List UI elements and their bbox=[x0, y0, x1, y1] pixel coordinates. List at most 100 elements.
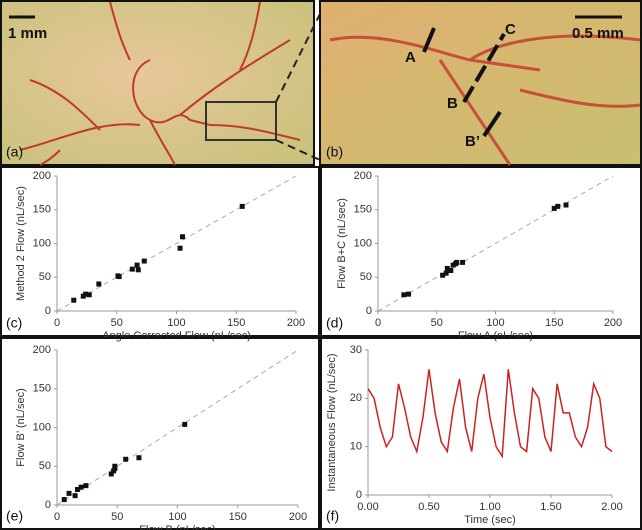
point bbox=[135, 267, 141, 273]
point bbox=[136, 455, 142, 461]
x-axis-label: Time (sec) bbox=[464, 514, 516, 526]
y-axis-label: Flow B’ (nL/sec) bbox=[15, 388, 27, 466]
point bbox=[448, 268, 454, 273]
point bbox=[61, 497, 67, 503]
x-tick-label: 0.00 bbox=[357, 501, 378, 513]
y-axis-label: Method 2 Flow (nL/sec) bbox=[15, 186, 27, 301]
point-label: B bbox=[447, 95, 458, 112]
x-tick-label: 0 bbox=[375, 317, 381, 329]
y-tick-label: 100 bbox=[33, 237, 51, 249]
point bbox=[123, 456, 129, 462]
point bbox=[563, 202, 569, 208]
x-tick-label: 0 bbox=[54, 511, 60, 523]
scale-label: 0.5 mm bbox=[572, 25, 624, 42]
y-tick-label: 0 bbox=[45, 499, 51, 511]
y-tick-label: 100 bbox=[33, 421, 51, 433]
panel-label: (d) bbox=[326, 315, 343, 331]
photo-a: 1 mm (a) bbox=[0, 0, 315, 166]
y-tick-label: 100 bbox=[354, 237, 372, 249]
y-tick-label: 0 bbox=[356, 489, 362, 501]
point bbox=[83, 483, 89, 489]
point bbox=[134, 262, 140, 268]
y-tick-label: 10 bbox=[350, 441, 362, 453]
point bbox=[83, 291, 89, 297]
panel-label: (b) bbox=[326, 144, 343, 160]
point bbox=[444, 265, 450, 271]
panel-label: (f) bbox=[326, 508, 339, 524]
x-tick-label: 0 bbox=[54, 317, 60, 329]
x-tick-label: 100 bbox=[168, 511, 186, 523]
panel-frame bbox=[320, 337, 642, 530]
point bbox=[454, 259, 460, 265]
panel-frame bbox=[0, 166, 320, 337]
point-label: C bbox=[505, 21, 516, 38]
point bbox=[78, 484, 84, 490]
panel-label: (c) bbox=[6, 315, 22, 331]
y-tick-label: 200 bbox=[33, 170, 51, 182]
point bbox=[177, 245, 183, 251]
point bbox=[179, 234, 185, 240]
x-axis-label: Flow B (nL/sec) bbox=[139, 524, 215, 530]
panel-frame bbox=[320, 166, 642, 337]
point-label: A bbox=[405, 49, 416, 66]
reference-line bbox=[377, 175, 614, 312]
point bbox=[108, 471, 114, 477]
x-tick-label: 150 bbox=[227, 317, 245, 329]
point bbox=[406, 291, 412, 297]
point bbox=[66, 490, 72, 496]
panel-label: (e) bbox=[6, 508, 23, 524]
x-tick-label: 50 bbox=[111, 317, 123, 329]
x-tick-label: 1.00 bbox=[479, 501, 500, 513]
y-tick-label: 50 bbox=[360, 271, 372, 283]
y-tick-label: 50 bbox=[39, 271, 51, 283]
point bbox=[182, 421, 188, 427]
y-axis-label: Instantaneous Flow (nL/sec) bbox=[326, 353, 338, 491]
point bbox=[86, 292, 92, 298]
y-tick-label: 200 bbox=[33, 344, 51, 356]
point bbox=[74, 487, 80, 492]
reference-line bbox=[56, 175, 297, 312]
point bbox=[112, 466, 118, 472]
point-label: B’ bbox=[465, 133, 480, 150]
point bbox=[72, 493, 78, 499]
y-tick-label: 30 bbox=[350, 344, 362, 356]
x-tick-label: 150 bbox=[229, 511, 247, 523]
point bbox=[443, 270, 449, 276]
x-tick-label: 200 bbox=[289, 511, 307, 523]
x-tick-label: 2.00 bbox=[601, 501, 622, 513]
y-tick-label: 0 bbox=[45, 305, 51, 317]
y-tick-label: 0 bbox=[366, 305, 372, 317]
line bbox=[367, 369, 613, 459]
y-tick-label: 150 bbox=[354, 204, 372, 216]
y-axis-label: Flow B+C (nL/sec) bbox=[336, 198, 348, 289]
photo-b: 0.5 mm A B C B’ (b) bbox=[319, 0, 642, 166]
point bbox=[96, 281, 102, 287]
scale-label: 1 mm bbox=[8, 25, 47, 42]
point bbox=[129, 266, 135, 272]
x-tick-label: 200 bbox=[604, 317, 622, 329]
reference-line bbox=[56, 349, 299, 506]
point bbox=[116, 274, 122, 280]
point bbox=[71, 297, 77, 303]
panel-frame bbox=[0, 337, 320, 530]
x-axis-label: Flow A (nL/sec) bbox=[458, 330, 533, 342]
x-tick-label: 100 bbox=[167, 317, 185, 329]
point bbox=[141, 258, 147, 264]
x-tick-label: 200 bbox=[287, 317, 305, 329]
point bbox=[555, 203, 561, 209]
y-tick-label: 150 bbox=[33, 204, 51, 216]
x-axis-label: Angle Corrected Flow (nL/sec) bbox=[102, 330, 251, 342]
point bbox=[460, 259, 466, 265]
x-tick-label: 0.50 bbox=[418, 501, 439, 513]
y-tick-label: 200 bbox=[354, 170, 372, 182]
y-tick-label: 20 bbox=[350, 392, 362, 404]
point bbox=[551, 205, 557, 211]
point bbox=[440, 272, 446, 278]
panel-label: (a) bbox=[6, 144, 23, 160]
x-tick-label: 100 bbox=[486, 317, 504, 329]
x-tick-label: 50 bbox=[431, 317, 443, 329]
x-tick-label: 150 bbox=[545, 317, 563, 329]
y-tick-label: 50 bbox=[39, 460, 51, 472]
x-tick-label: 50 bbox=[111, 511, 123, 523]
